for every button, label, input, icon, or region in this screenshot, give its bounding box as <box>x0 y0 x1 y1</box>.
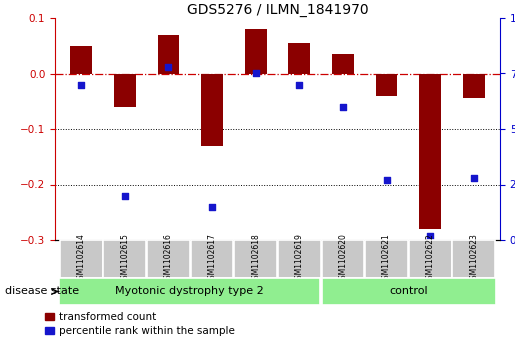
Text: GSM1102616: GSM1102616 <box>164 233 173 285</box>
Bar <box>278 240 321 278</box>
Point <box>295 82 303 87</box>
Bar <box>332 54 354 73</box>
Text: GSM1102622: GSM1102622 <box>426 234 435 284</box>
Bar <box>419 73 441 229</box>
Bar <box>234 240 277 278</box>
Bar <box>191 240 233 278</box>
Bar <box>245 29 267 73</box>
Title: GDS5276 / ILMN_1841970: GDS5276 / ILMN_1841970 <box>186 3 368 17</box>
Bar <box>70 46 92 73</box>
Text: disease state: disease state <box>5 286 79 297</box>
Point <box>426 233 434 238</box>
Bar <box>201 73 223 146</box>
Text: GSM1102619: GSM1102619 <box>295 233 304 285</box>
Point <box>470 175 478 181</box>
Bar <box>59 278 320 305</box>
Text: GSM1102620: GSM1102620 <box>338 233 348 285</box>
Bar <box>60 240 102 278</box>
Bar <box>114 73 136 107</box>
Text: GSM1102621: GSM1102621 <box>382 234 391 284</box>
Text: GSM1102623: GSM1102623 <box>469 233 478 285</box>
Legend: transformed count, percentile rank within the sample: transformed count, percentile rank withi… <box>45 312 235 336</box>
Bar <box>158 34 179 73</box>
Point <box>208 204 216 209</box>
Point <box>164 64 173 70</box>
Text: GSM1102615: GSM1102615 <box>121 233 129 285</box>
Bar <box>453 240 495 278</box>
Bar <box>147 240 190 278</box>
Bar <box>104 240 146 278</box>
Bar <box>463 73 485 98</box>
Text: GSM1102618: GSM1102618 <box>251 234 260 284</box>
Text: GSM1102614: GSM1102614 <box>77 233 85 285</box>
Point <box>251 70 260 76</box>
Point <box>339 104 347 110</box>
Bar <box>321 240 364 278</box>
Point <box>77 82 85 87</box>
Text: GSM1102617: GSM1102617 <box>208 233 217 285</box>
Bar <box>409 240 452 278</box>
Point <box>383 177 391 183</box>
Point <box>121 193 129 199</box>
Bar <box>288 43 310 73</box>
Bar <box>365 240 408 278</box>
Text: Myotonic dystrophy type 2: Myotonic dystrophy type 2 <box>115 286 264 297</box>
Bar <box>375 73 398 96</box>
Text: control: control <box>389 286 428 297</box>
Bar <box>322 278 495 305</box>
